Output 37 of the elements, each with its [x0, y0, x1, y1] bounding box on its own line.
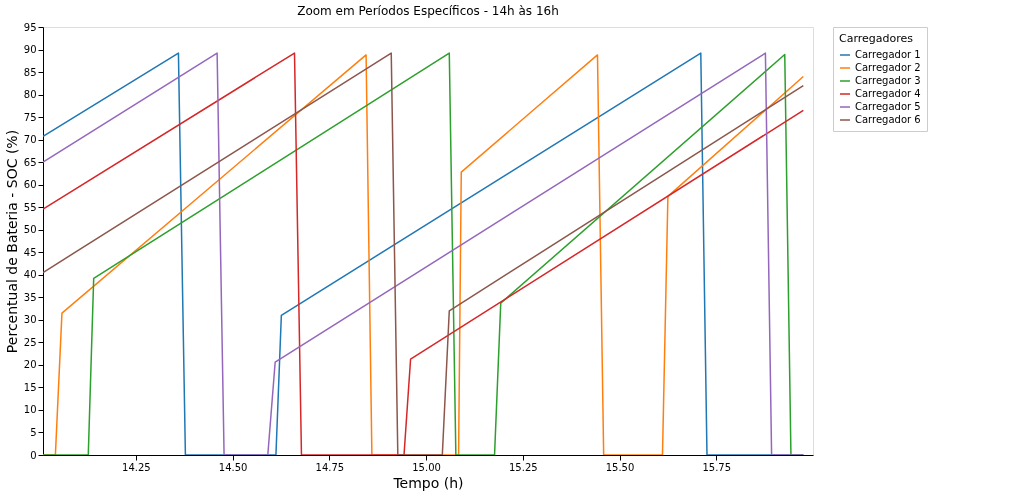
legend-label: Carregador 4	[855, 88, 921, 99]
chart-title: Zoom em Períodos Específicos - 14h às 16h	[297, 4, 559, 18]
x-tick-label: 15.75	[702, 461, 732, 473]
legend-label: Carregador 2	[855, 62, 921, 73]
y-tick-label: 5	[30, 426, 37, 438]
x-axis-title: Tempo (h)	[392, 474, 464, 491]
legend-label: Carregador 3	[855, 75, 921, 86]
y-tick-label: 85	[23, 66, 37, 78]
y-tick-label: 25	[23, 336, 37, 348]
y-tick-label: 95	[23, 21, 37, 33]
y-tick-label: 10	[23, 404, 37, 416]
y-tick-label: 65	[23, 156, 37, 168]
y-tick-label: 20	[23, 359, 37, 371]
x-tick-label: 15.50	[605, 461, 635, 473]
x-tick-label: 14.75	[315, 461, 345, 473]
y-tick-label: 0	[30, 449, 37, 461]
x-tick-label: 15.25	[508, 461, 538, 473]
legend-label: Carregador 6	[855, 114, 921, 125]
y-tick-label: 40	[23, 269, 37, 281]
legend-title: Carregadores	[839, 32, 914, 45]
y-tick-label: 90	[23, 44, 37, 56]
x-tick-label: 15.00	[412, 461, 441, 473]
y-axis-title: Percentual de Bateria - SOC (%)	[3, 129, 20, 354]
y-tick-label: 75	[23, 111, 37, 123]
y-tick-label: 15	[23, 381, 37, 393]
y-tick-label: 80	[23, 89, 37, 101]
x-tick-label: 14.50	[218, 461, 248, 473]
y-tick-label: 60	[23, 179, 37, 191]
legend-label: Carregador 1	[855, 49, 921, 60]
y-tick-label: 50	[23, 224, 37, 236]
y-tick-label: 30	[23, 314, 37, 326]
y-tick-label: 70	[23, 134, 37, 146]
y-tick-label: 35	[23, 291, 37, 303]
legend-label: Carregador 5	[855, 101, 921, 112]
y-tick-label: 55	[23, 201, 37, 213]
y-tick-label: 45	[23, 246, 37, 258]
x-tick-label: 14.25	[122, 461, 151, 473]
